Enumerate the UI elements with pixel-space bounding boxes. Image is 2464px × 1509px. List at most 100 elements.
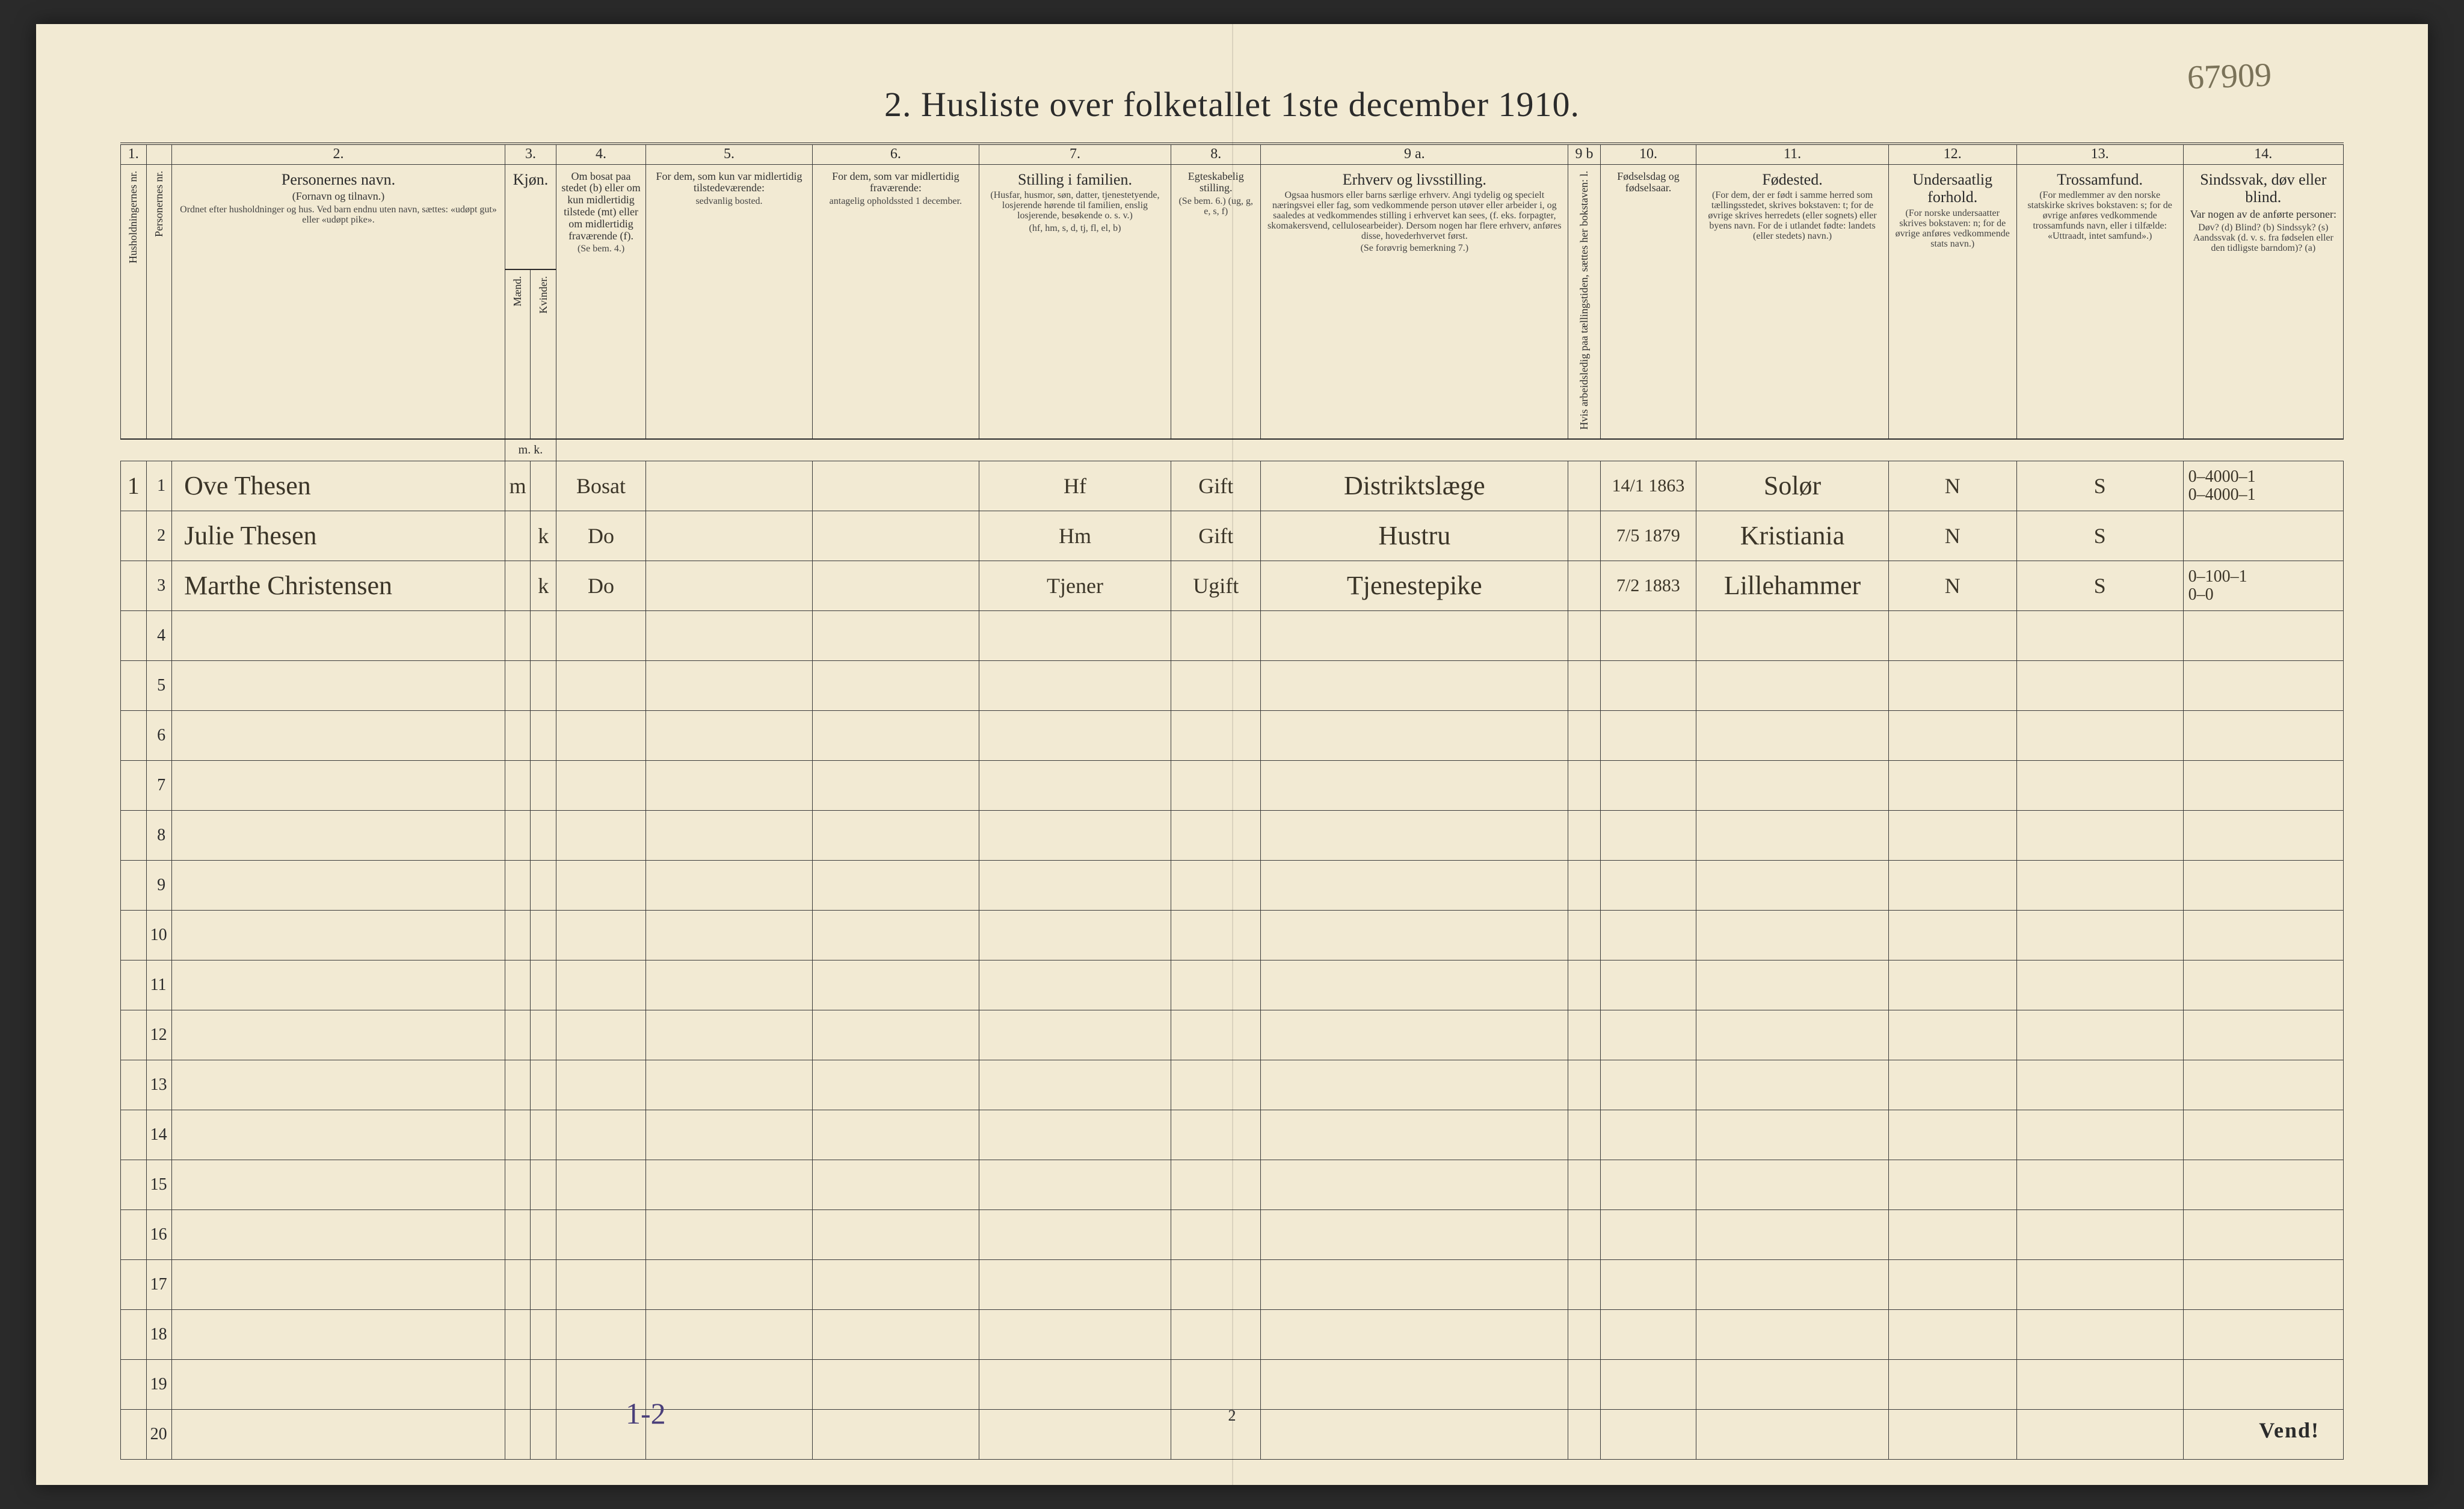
cell-empty [1600, 611, 1696, 661]
cell-person-no: 14 [146, 1110, 172, 1160]
cell-empty [1600, 1110, 1696, 1160]
cell-empty [1261, 960, 1568, 1010]
cell-empty [1888, 1360, 2016, 1410]
cell-empty [1568, 1060, 1600, 1110]
cell-empty [531, 1410, 556, 1460]
cell-empty [172, 811, 505, 861]
cell-empty [1261, 1410, 1568, 1460]
cell-empty [1600, 1260, 1696, 1310]
cell-empty [812, 1060, 979, 1110]
cell-empty [1696, 711, 1888, 761]
cell-empty [1600, 1360, 1696, 1410]
cell-empty [646, 1060, 813, 1110]
cell-empty [531, 611, 556, 661]
cell-empty [1888, 1260, 2016, 1310]
cell-person-no: 1 [146, 461, 172, 511]
page-title: 2. Husliste over folketallet 1ste decemb… [120, 84, 2344, 124]
cell-empty [505, 911, 531, 960]
cell-empty [979, 1210, 1171, 1260]
cell-empty [646, 911, 813, 960]
cell-empty [505, 1410, 531, 1460]
table-row: 9 [121, 861, 2344, 911]
cell-empty [1696, 611, 1888, 661]
cell-empty [556, 1260, 646, 1310]
cell-remarks [2183, 511, 2343, 561]
head-birth-date: Fødselsdag og fødselsaar. [1600, 164, 1696, 439]
cell-empty [646, 1160, 813, 1210]
table-row: 2Julie ThesenkDoHmGiftHustru7/5 1879Kris… [121, 511, 2344, 561]
head-religion: Trossamfund. (For medlemmer av den norsk… [2016, 164, 2183, 439]
colnum-7: 7. [979, 144, 1171, 164]
cell-empty [556, 1010, 646, 1060]
cell-remarks: 0–4000–1 0–4000–1 [2183, 461, 2343, 511]
cell-empty [979, 611, 1171, 661]
cell-marital: Ugift [1171, 561, 1261, 611]
cell-empty [2016, 960, 2183, 1010]
cell-empty [1261, 1010, 1568, 1060]
cell-empty [505, 811, 531, 861]
cell-empty [505, 611, 531, 661]
cell-empty [556, 1210, 646, 1260]
cell-empty [2183, 1160, 2343, 1210]
cell-empty [505, 1210, 531, 1260]
cell-empty [1888, 661, 2016, 711]
cell-family-pos: Tjener [979, 561, 1171, 611]
table-row: 12 [121, 1010, 2344, 1060]
cell-empty [505, 1160, 531, 1210]
cell-birthplace: Lillehammer [1696, 561, 1888, 611]
cell-person-no: 13 [146, 1060, 172, 1110]
cell-empty [2016, 1210, 2183, 1260]
cell-sex-k: k [531, 511, 556, 561]
cell-empty [556, 1160, 646, 1210]
cell-empty [1171, 1160, 1261, 1210]
cell-marital: Gift [1171, 511, 1261, 561]
cell-sex-k [531, 461, 556, 511]
cell-empty [2183, 1210, 2343, 1260]
cell-empty [1261, 1260, 1568, 1310]
cell-empty [2183, 1010, 2343, 1060]
table-row: 7 [121, 761, 2344, 811]
head-sex-female: Kvinder. [531, 269, 556, 440]
table-body: 11Ove ThesenmBosatHfGiftDistriktslæge14/… [121, 461, 2344, 1460]
cell-religion: S [2016, 561, 2183, 611]
table-header: 1. 2. 3. 4. 5. 6. 7. 8. 9 a. 9 b 10. 11.… [121, 144, 2344, 461]
cell-empty [1568, 711, 1600, 761]
cell-religion: S [2016, 511, 2183, 561]
cell-person-no: 11 [146, 960, 172, 1010]
cell-household-no [121, 1210, 147, 1260]
cell-empty [812, 761, 979, 811]
cell-empty [812, 711, 979, 761]
cell-empty [172, 1010, 505, 1060]
cell-empty [1888, 611, 2016, 661]
cell-empty [556, 661, 646, 711]
cell-person-no: 15 [146, 1160, 172, 1210]
mk-spacer-right [556, 439, 2344, 461]
cell-empty [172, 611, 505, 661]
cell-empty [531, 711, 556, 761]
head-usual-residence: For dem, som kun var midlertidig tilsted… [646, 164, 813, 439]
colnum-12: 12. [1888, 144, 2016, 164]
table-row: 6 [121, 711, 2344, 761]
cell-religion: S [2016, 461, 2183, 511]
cell-empty [979, 1360, 1171, 1410]
viewport: 67909 2. Husliste over folketallet 1ste … [0, 0, 2464, 1509]
cell-empty [505, 1360, 531, 1410]
table-row: 11 [121, 960, 2344, 1010]
cell-empty [812, 611, 979, 661]
table-row: 17 [121, 1260, 2344, 1310]
cell-empty [1696, 811, 1888, 861]
head-person-no: Personernes nr. [146, 164, 172, 439]
cell-empty [646, 1360, 813, 1410]
cell-nationality: N [1888, 461, 2016, 511]
cell-empty [1600, 1060, 1696, 1110]
cell-empty [531, 861, 556, 911]
colnum-2: 2. [172, 144, 505, 164]
cell-sex-m [505, 511, 531, 561]
cell-away [812, 561, 979, 611]
cell-empty [646, 1410, 813, 1460]
census-table: 1. 2. 3. 4. 5. 6. 7. 8. 9 a. 9 b 10. 11.… [120, 143, 2344, 1460]
head-marital-status: Egteskabelig stilling. (Se bem. 6.) (ug,… [1171, 164, 1261, 439]
cell-sex-m [505, 561, 531, 611]
cell-empty [1171, 1410, 1261, 1460]
cell-person-no: 2 [146, 511, 172, 561]
